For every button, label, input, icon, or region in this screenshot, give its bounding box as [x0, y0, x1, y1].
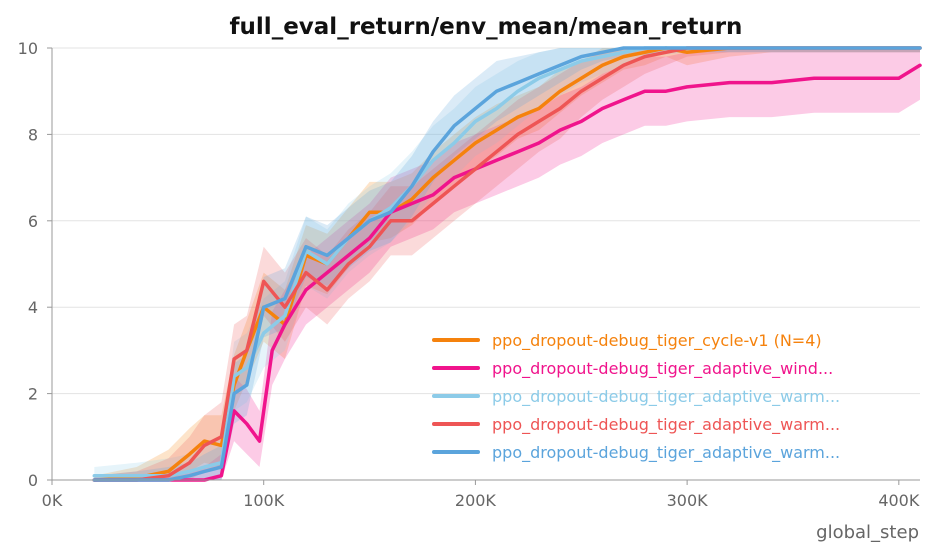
y-tick-label: 4 — [28, 298, 38, 317]
x-tick-label: 100K — [243, 491, 285, 510]
axes — [47, 47, 920, 485]
series-band-0 — [94, 48, 921, 480]
series-line-3 — [92, 46, 922, 482]
y-tick-label: 6 — [28, 212, 38, 231]
legend-entry: ppo_dropout-debug_tiger_cycle-v1 (N=4) — [492, 331, 822, 351]
legend: ppo_dropout-debug_tiger_cycle-v1 (N=4) pp… — [432, 331, 840, 463]
series-band-3 — [94, 48, 921, 480]
legend-entry: ppo_dropout-debug_tiger_adaptive_warm... — [492, 387, 840, 407]
series-line-4 — [92, 46, 922, 482]
gridlines — [52, 47, 920, 395]
y-tick-label: 8 — [28, 125, 38, 144]
x-tick-label: 200K — [455, 491, 497, 510]
x-tick-label: 400K — [878, 491, 920, 510]
legend-entry: ppo_dropout-debug_tiger_adaptive_warm... — [492, 415, 840, 435]
y-tick-label: 0 — [28, 471, 38, 490]
y-tick-label: 10 — [18, 39, 38, 58]
legend-entry: ppo_dropout-debug_tiger_adaptive_warm... — [492, 443, 840, 463]
x-tick-label: 0K — [42, 491, 63, 510]
confidence-bands — [94, 48, 921, 480]
series-lines — [92, 46, 922, 482]
series-line-1 — [92, 63, 922, 482]
x-tick-label: 300K — [667, 491, 709, 510]
x-axis-label: global_step — [816, 522, 919, 543]
y-tick-label: 2 — [28, 385, 38, 404]
chart-title: full_eval_return/env_mean/mean_return — [230, 14, 743, 40]
series-band-2 — [94, 48, 921, 480]
legend-entry: ppo_dropout-debug_tiger_adaptive_wind... — [492, 359, 833, 379]
series-band-1 — [94, 48, 921, 480]
